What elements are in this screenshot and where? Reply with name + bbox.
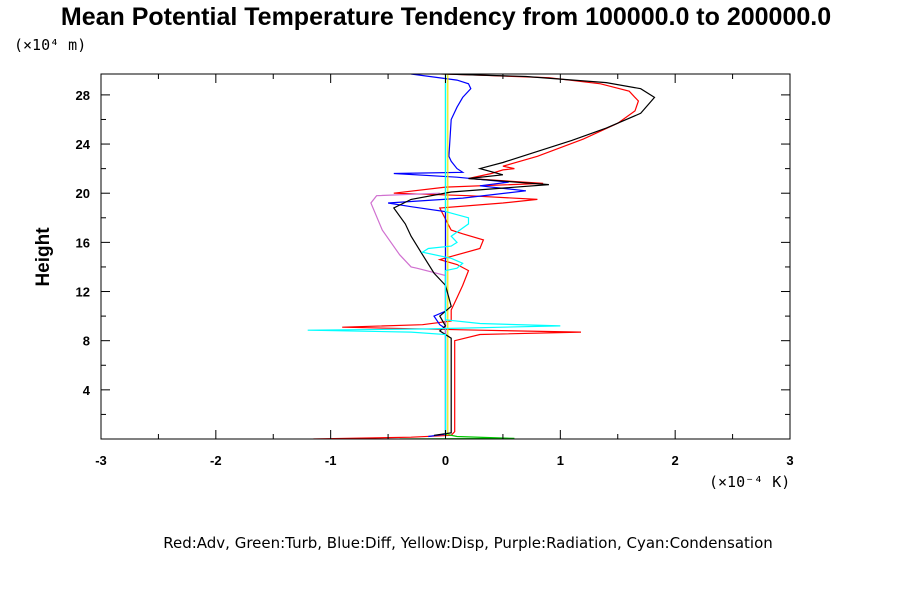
series-line-1: [399, 74, 515, 439]
y-tick-label: 4: [83, 383, 91, 398]
series-layer: [307, 74, 656, 439]
x-tick-label: 3: [786, 453, 793, 468]
series-line-4: [370, 192, 447, 432]
y-axis-label: Height: [33, 227, 54, 287]
y-tick-label: 24: [76, 137, 91, 152]
y-tick-label: 28: [76, 88, 90, 103]
x-tick-label: -3: [95, 453, 107, 468]
series-line-5: [392, 74, 656, 436]
chart-title: Mean Potential Temperature Tendency from…: [61, 3, 831, 31]
x-tick-label: 0: [442, 453, 449, 468]
legend-caption: Red:Adv, Green:Turb, Blue:Diff, Yellow:D…: [163, 534, 773, 552]
y-tick-label: 16: [76, 235, 90, 250]
x-tick-label: 2: [672, 453, 679, 468]
x-tick-label: 1: [557, 453, 564, 468]
series-line-0: [313, 74, 640, 439]
y-tick-label: 20: [76, 186, 90, 201]
x-unit-label: (×10⁻⁴ K): [709, 473, 790, 491]
y-tick-label: 8: [83, 334, 90, 349]
x-tick-label: -1: [325, 453, 337, 468]
x-tick-label: -2: [210, 453, 222, 468]
y-unit-label: (×10⁴ m): [14, 36, 86, 54]
series-line-6: [307, 74, 561, 437]
y-tick-label: 12: [76, 285, 90, 300]
